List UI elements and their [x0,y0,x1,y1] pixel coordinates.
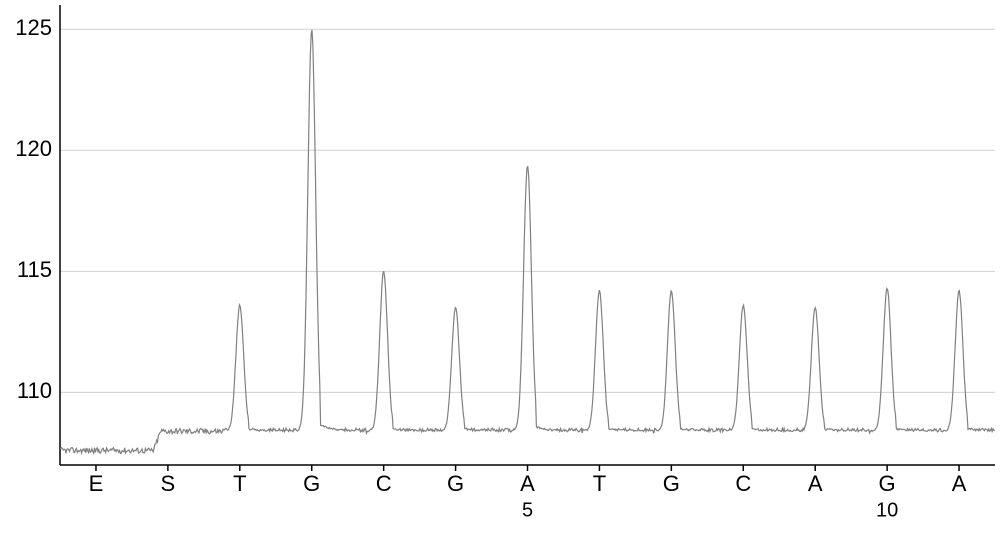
x-tick-label: A [520,471,535,496]
x-tick-label: E [89,471,104,496]
pyrogram-chart: 110 115 120 125 E S T G C G A 5 T G C A G 10 A [0,0,1000,535]
x-tick-label: G [663,471,680,496]
x-sub-label: 5 [522,500,533,522]
x-tick-label: A [808,471,823,496]
x-tick-label: C [735,471,751,496]
y-tick-label: 115 [17,257,52,282]
x-tick-label: A [952,471,967,496]
x-tick-label: G [303,471,320,496]
x-tick-label: T [233,471,246,496]
pyrogram-trace [60,30,995,453]
x-tick-label: G [879,471,896,496]
y-tick-label: 120 [15,136,52,161]
chart-svg: 110 115 120 125 E S T G C G A 5 T G C A G 10 A [0,0,1000,535]
y-tick-label: 110 [17,378,52,403]
x-tick-label: T [593,471,606,496]
y-tick-label: 125 [15,15,52,40]
x-tick-label: G [447,471,464,496]
x-tick-label: C [376,471,392,496]
x-tick-label: S [161,471,176,496]
x-sub-label: 10 [876,500,898,522]
